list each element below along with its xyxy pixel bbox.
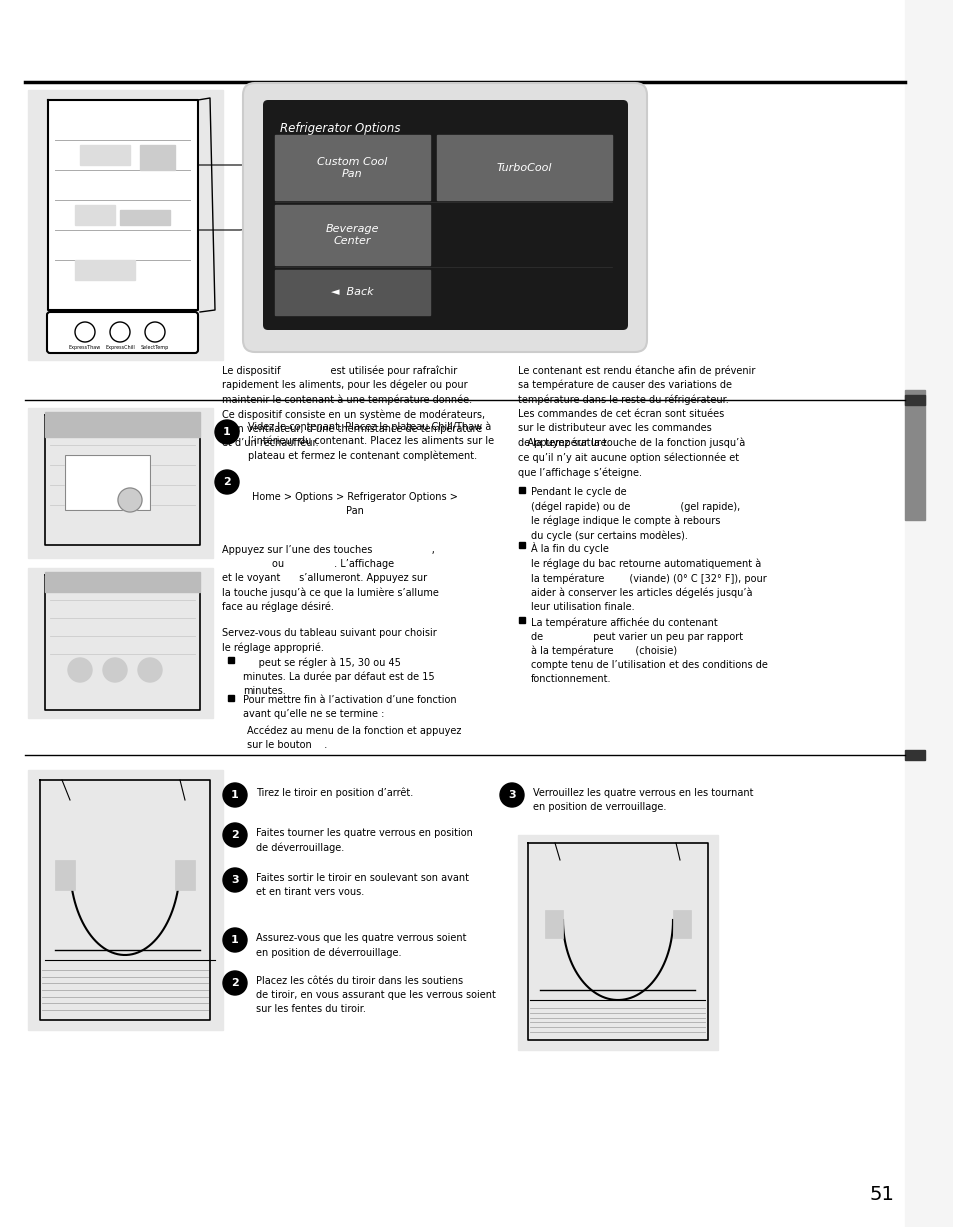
Text: ExpressThaw: ExpressThaw [69,345,101,350]
Circle shape [214,420,239,444]
Bar [65,455,150,510]
Text: Custom Cool
Pan: Custom Cool Pan [316,157,387,179]
Text: TurboCool: TurboCool [496,163,551,173]
Text: Assurez-vous que les quatre verrous soient
en position de déverrouillage.: Assurez-vous que les quatre verrous soie… [255,933,466,958]
Bar [274,270,430,315]
FancyBboxPatch shape [243,83,646,352]
Text: Servez-vous du tableau suivant pour choisir
le réglage approprié.: Servez-vous du tableau suivant pour choi… [222,628,436,653]
Text: Videz le contenant. Placez le plateau Chill/Thaw à
l’intérieur du contenant. Pla: Videz le contenant. Placez le plateau Ch… [248,422,494,461]
Text: Faites tourner les quatre verrous en position
de déverrouillage.: Faites tourner les quatre verrous en pos… [255,828,473,853]
Circle shape [499,783,523,807]
Bar [274,135,430,200]
Text: Appuyez sur la touche de la fonction jusqu’à
ce qu’il n’y ait aucune option séle: Appuyez sur la touche de la fonction jus… [517,438,744,479]
Bar [140,145,174,171]
Text: 3: 3 [508,790,516,800]
Bar [45,572,200,591]
Bar [174,860,194,890]
Text: 1: 1 [231,935,238,945]
Text: 2: 2 [231,829,238,840]
Circle shape [223,823,247,847]
Bar [120,210,170,225]
Text: 2: 2 [231,978,238,988]
Circle shape [118,488,142,512]
Text: peut se régler à 15, 30 ou 45
minutes. La durée par défaut est de 15
minutes.: peut se régler à 15, 30 ou 45 minutes. L… [243,656,435,696]
Text: Beverage
Center: Beverage Center [325,225,378,245]
Circle shape [138,658,162,682]
Bar [48,99,198,310]
Bar [75,260,135,280]
Bar [904,395,924,405]
Circle shape [214,470,239,494]
Circle shape [223,928,247,952]
Bar [904,390,924,520]
Text: ◄  Back: ◄ Back [331,287,373,297]
Circle shape [68,658,91,682]
Text: Pendant le cycle de
(dégel rapide) ou de                (gel rapide),
le réglage: Pendant le cycle de (dégel rapide) ou de… [531,487,740,541]
Bar [28,409,213,558]
Bar [544,910,562,937]
Circle shape [223,867,247,892]
Bar [904,750,924,760]
Bar [75,205,115,225]
Text: Le contenant est rendu étanche afin de prévenir
sa température de causer des var: Le contenant est rendu étanche afin de p… [517,364,755,448]
Text: Verrouillez les quatre verrous en les tournant
en position de verrouillage.: Verrouillez les quatre verrous en les to… [533,788,753,812]
FancyBboxPatch shape [47,312,198,353]
Text: Home > Options > Refrigerator Options >
Pan: Home > Options > Refrigerator Options > … [252,492,457,517]
Text: 1: 1 [231,790,238,800]
Circle shape [223,783,247,807]
Bar [80,145,130,164]
Text: SelectTemp: SelectTemp [141,345,169,350]
Bar [28,568,213,718]
FancyBboxPatch shape [263,99,627,330]
Bar [436,135,612,200]
Circle shape [223,971,247,995]
Bar [274,205,430,265]
Bar [28,771,223,1029]
Circle shape [103,658,127,682]
Text: 3: 3 [231,875,238,885]
Text: Tirez le tiroir en position d’arrêt.: Tirez le tiroir en position d’arrêt. [255,788,413,799]
Bar [672,910,690,937]
Text: 1: 1 [223,427,231,437]
Bar [28,90,223,360]
Text: ExpressChill: ExpressChill [105,345,134,350]
Text: Le dispositif                est utilisée pour rafraîchir
rapidement les aliment: Le dispositif est utilisée pour rafraîch… [222,364,485,449]
Text: Appuyez sur l’une des touches                   ,
                ou            : Appuyez sur l’une des touches , ou [222,545,438,612]
Text: À la fin du cycle
le réglage du bac retourne automatiquement à
la température   : À la fin du cycle le réglage du bac reto… [531,542,766,612]
Text: Accédez au menu de la fonction et appuyez
sur le bouton    .: Accédez au menu de la fonction et appuye… [247,726,461,751]
Text: Placez les côtés du tiroir dans les soutiens
de tiroir, en vous assurant que les: Placez les côtés du tiroir dans les sout… [255,975,496,1014]
Text: La température affichée du contenant
de                peut varier un peu par ra: La température affichée du contenant de … [531,617,767,685]
Bar [65,455,150,510]
Bar [904,0,953,1227]
Text: Faites sortir le tiroir en soulevant son avant
et en tirant vers vous.: Faites sortir le tiroir en soulevant son… [255,872,469,897]
Bar [517,836,718,1050]
Text: 2: 2 [223,477,231,487]
Bar [55,860,75,890]
Text: 51: 51 [868,1185,894,1205]
Text: Refrigerator Options: Refrigerator Options [280,121,400,135]
Bar [45,412,200,437]
Text: Pour mettre fin à l’activation d’une fonction
avant qu’elle ne se termine :: Pour mettre fin à l’activation d’une fon… [243,694,456,719]
